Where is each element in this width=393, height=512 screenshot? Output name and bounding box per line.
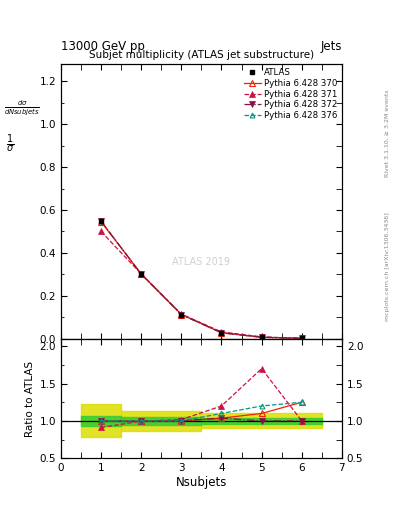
Title: Subjet multiplicity (ATLAS jet substructure): Subjet multiplicity (ATLAS jet substruct…	[89, 51, 314, 60]
Text: $\frac{1}{\sigma}$: $\frac{1}{\sigma}$	[6, 132, 14, 155]
Legend: ATLAS, Pythia 6.428 370, Pythia 6.428 371, Pythia 6.428 372, Pythia 6.428 376: ATLAS, Pythia 6.428 370, Pythia 6.428 37…	[242, 67, 339, 122]
X-axis label: Nsubjets: Nsubjets	[176, 476, 227, 489]
Text: ATLAS 2019: ATLAS 2019	[173, 257, 230, 267]
Y-axis label: Ratio to ATLAS: Ratio to ATLAS	[25, 360, 35, 437]
Text: 13000 GeV pp: 13000 GeV pp	[61, 40, 145, 53]
Text: $\frac{d\sigma}{dNsubjets}$: $\frac{d\sigma}{dNsubjets}$	[4, 98, 40, 117]
Text: Rivet 3.1.10, ≥ 3.2M events: Rivet 3.1.10, ≥ 3.2M events	[385, 89, 390, 177]
Text: mcplots.cern.ch [arXiv:1306.3436]: mcplots.cern.ch [arXiv:1306.3436]	[385, 212, 390, 321]
Text: Jets: Jets	[320, 40, 342, 53]
